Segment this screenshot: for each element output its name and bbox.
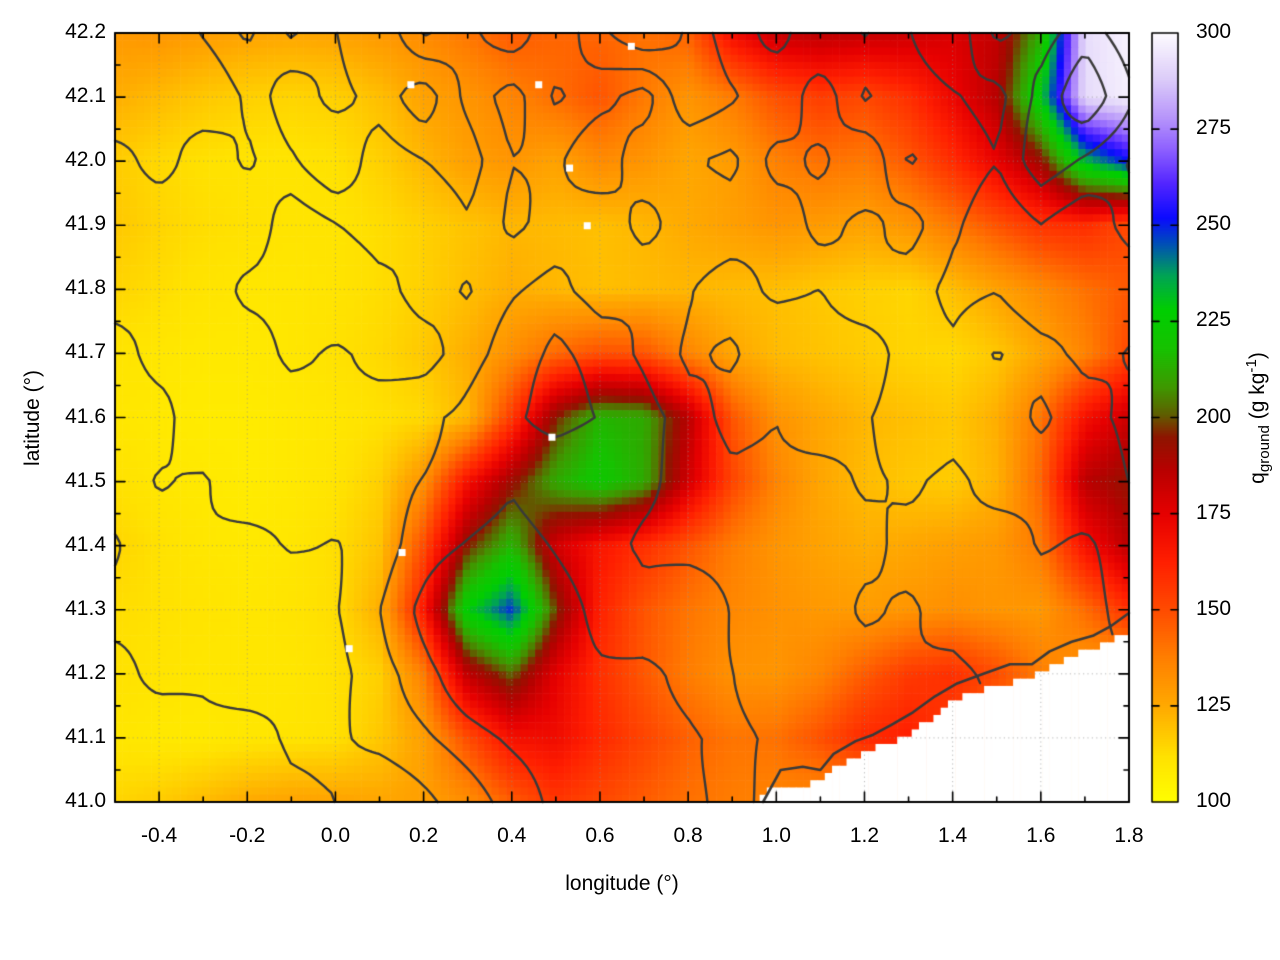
colorbar-title-q: q bbox=[1245, 471, 1269, 484]
colorbar-tick-label: 200 bbox=[1196, 404, 1232, 428]
y-tick-label: 42.2 bbox=[65, 20, 106, 43]
y-tick-label: 41.1 bbox=[65, 724, 106, 748]
y-tick-label: 41.0 bbox=[65, 789, 106, 812]
y-tick-label: 41.7 bbox=[65, 340, 106, 364]
x-tick-label: 1.8 bbox=[1114, 824, 1144, 847]
colorbar-tick-label: 225 bbox=[1196, 308, 1232, 332]
y-tick-label: 41.5 bbox=[65, 468, 106, 492]
x-tick-label: 1.2 bbox=[849, 824, 880, 847]
y-tick-label: 41.2 bbox=[65, 660, 106, 684]
x-tick-label: 0.6 bbox=[585, 824, 615, 847]
x-tick-label: 0.2 bbox=[408, 824, 439, 847]
colorbar-title: qground (g kg-1) bbox=[1243, 352, 1273, 484]
y-tick-label: 42.1 bbox=[65, 84, 106, 108]
x-tick-label: 0.4 bbox=[497, 824, 527, 847]
colorbar-title-end: ) bbox=[1245, 351, 1269, 359]
y-axis-title: latitude (°) bbox=[21, 369, 44, 466]
x-tick-label: 1.6 bbox=[1026, 824, 1056, 847]
y-tick-label: 41.8 bbox=[65, 276, 106, 300]
x-tick-label: -0.2 bbox=[229, 824, 266, 847]
y-tick-label: 41.9 bbox=[65, 212, 106, 236]
x-tick-label: 0.0 bbox=[320, 824, 351, 847]
y-tick-label: 41.6 bbox=[65, 404, 106, 428]
x-tick-label: 1.0 bbox=[761, 824, 791, 847]
colorbar-tick-label: 125 bbox=[1196, 692, 1232, 716]
colorbar-tick-label: 275 bbox=[1196, 116, 1232, 140]
x-tick-label: 1.4 bbox=[938, 824, 968, 847]
x-tick-label: -0.4 bbox=[140, 824, 178, 847]
y-tick-label: 41.3 bbox=[65, 596, 106, 620]
colorbar-title-sub: ground bbox=[1256, 424, 1274, 472]
colorbar-title-sup: -1 bbox=[1242, 358, 1260, 373]
colorbar-title-mid: (g kg bbox=[1245, 372, 1269, 425]
y-tick-label: 41.4 bbox=[65, 532, 106, 556]
y-tick-label: 42.0 bbox=[65, 148, 106, 172]
x-tick-label: 0.8 bbox=[673, 824, 703, 847]
x-axis-title: longitude (°) bbox=[565, 872, 679, 895]
colorbar-tick-label: 300 bbox=[1196, 20, 1232, 43]
colorbar-tick-label: 100 bbox=[1196, 789, 1232, 812]
colorbar-tick-label: 150 bbox=[1196, 596, 1232, 620]
colorbar-tick-label: 250 bbox=[1196, 212, 1232, 236]
colorbar-tick-label: 175 bbox=[1196, 500, 1232, 524]
